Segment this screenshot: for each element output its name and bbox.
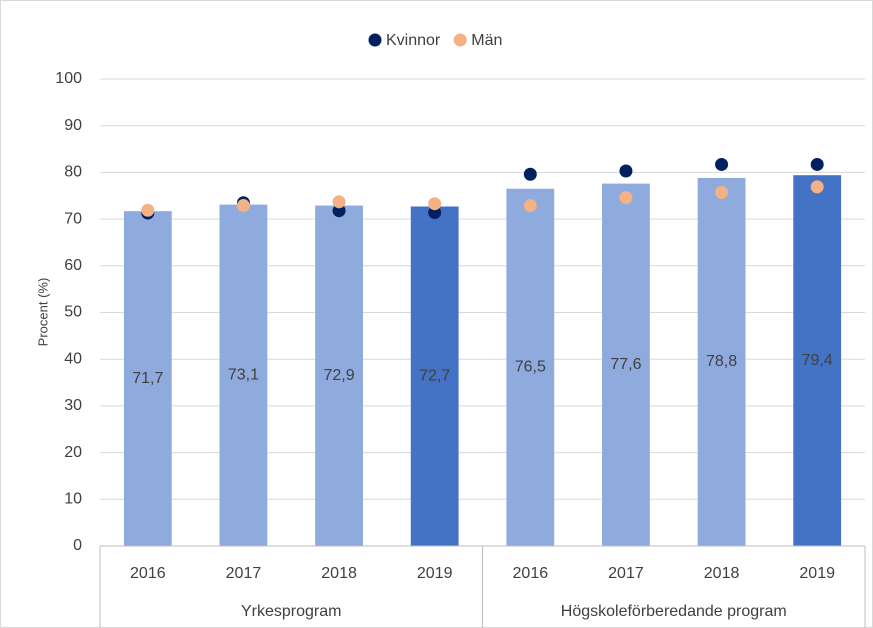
dot — [141, 203, 155, 217]
dot — [715, 157, 729, 171]
data-label: 76,5 — [515, 359, 546, 376]
x-tick-label: 2018 — [321, 565, 357, 582]
bar — [410, 206, 459, 546]
y-axis-label: Procent (%) — [35, 278, 50, 347]
y-tick-label: 100 — [55, 70, 82, 87]
y-tick-label: 90 — [64, 117, 82, 134]
x-tick-label: 2017 — [608, 565, 644, 582]
data-label: 72,7 — [419, 367, 450, 384]
x-tick-label: 2019 — [417, 565, 453, 582]
bar — [602, 183, 650, 546]
x-tick-label: 2017 — [226, 565, 262, 582]
data-label: 73,1 — [228, 367, 259, 384]
y-tick-label: 50 — [64, 304, 82, 321]
y-tick-label: 70 — [64, 210, 82, 227]
x-tick-label: 2016 — [513, 565, 549, 582]
bar — [697, 178, 746, 546]
data-label: 79,4 — [802, 352, 833, 369]
legend-label: Kvinnor — [386, 32, 441, 49]
dot — [236, 199, 250, 213]
bar — [506, 188, 555, 546]
dot — [619, 164, 633, 178]
legend-label: Män — [471, 32, 502, 49]
y-tick-label: 80 — [64, 164, 82, 181]
group-label: Högskoleförberedande program — [561, 603, 787, 620]
bar — [219, 204, 268, 547]
y-tick-label: 20 — [64, 444, 82, 461]
y-tick-label: 40 — [64, 350, 82, 367]
dot — [810, 157, 824, 171]
dot — [523, 199, 537, 213]
dot — [332, 195, 346, 209]
legend-marker — [453, 33, 467, 47]
dot — [523, 167, 537, 181]
dot — [810, 180, 824, 194]
data-label: 72,9 — [323, 367, 354, 384]
bar — [793, 175, 842, 546]
dot — [715, 185, 729, 199]
y-tick-label: 0 — [73, 537, 82, 554]
group-label: Yrkesprogram — [241, 603, 341, 620]
dot — [619, 191, 633, 205]
data-label: 78,8 — [706, 353, 737, 370]
x-tick-label: 2016 — [130, 565, 166, 582]
bar — [123, 211, 172, 546]
y-tick-label: 30 — [64, 397, 82, 414]
x-tick-label: 2018 — [704, 565, 740, 582]
legend-marker — [368, 33, 382, 47]
bar — [315, 205, 363, 546]
y-tick-label: 10 — [64, 491, 82, 508]
x-tick-label: 2019 — [799, 565, 835, 582]
y-tick-label: 60 — [64, 257, 82, 274]
data-label: 71,7 — [132, 370, 163, 387]
data-label: 77,6 — [610, 356, 641, 373]
dot — [428, 197, 442, 211]
